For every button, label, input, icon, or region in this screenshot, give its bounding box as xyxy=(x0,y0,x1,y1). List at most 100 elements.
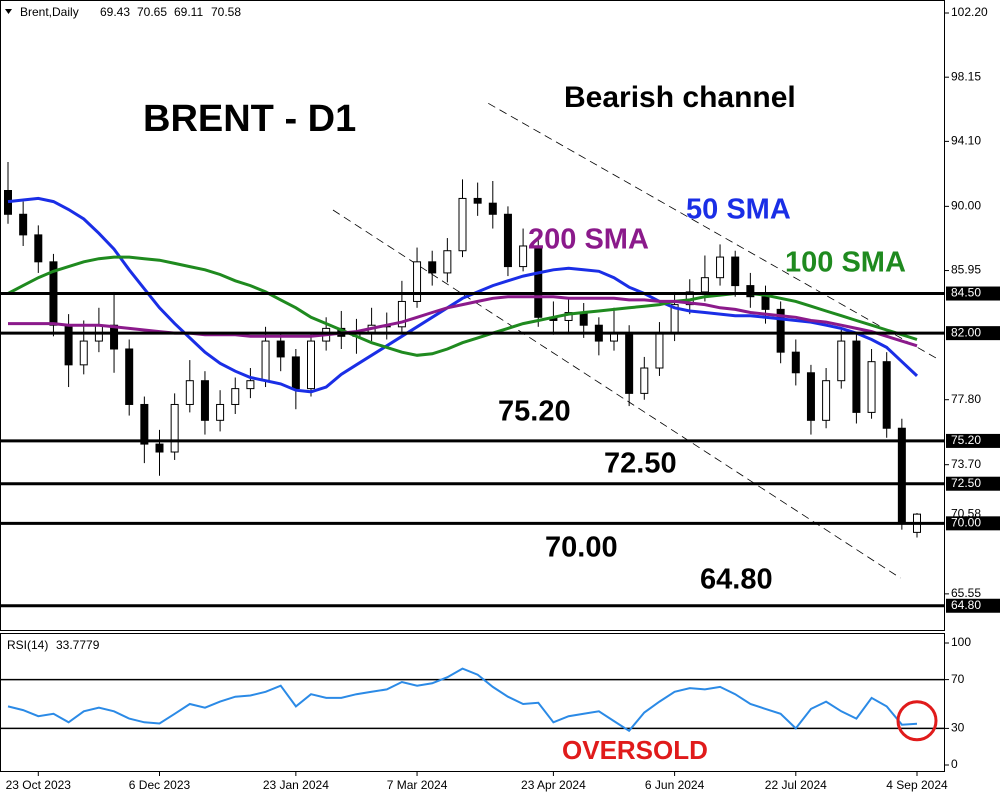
level-tag xyxy=(946,598,1000,613)
candle-body xyxy=(867,361,876,413)
candle-body xyxy=(806,372,815,421)
candle-body xyxy=(852,340,861,413)
sma-line xyxy=(7,196,919,394)
ohlc-close: 70.58 xyxy=(211,5,241,19)
candle-body xyxy=(397,300,406,328)
candle-body xyxy=(458,197,467,252)
candle-body xyxy=(776,308,785,353)
legend-label: 50 SMA xyxy=(686,194,791,226)
chart-title: BRENT - D1 xyxy=(143,98,356,140)
x-tick-label: 7 Mar 2024 xyxy=(387,778,448,792)
y-tick-label: 77.80 xyxy=(951,392,981,406)
rsi-line xyxy=(7,667,918,733)
candle-body xyxy=(140,403,149,445)
level-tag-label: 84.50 xyxy=(951,286,981,300)
candle-body xyxy=(155,443,164,453)
candle-body xyxy=(746,285,755,298)
level-tag-label: 70.00 xyxy=(951,516,981,530)
candle-body xyxy=(503,213,512,268)
candle-body xyxy=(655,332,664,369)
level-tag-label: 72.50 xyxy=(951,476,981,490)
rsi-value: 33.7779 xyxy=(56,638,100,652)
candle-body xyxy=(579,312,588,326)
candle-body xyxy=(246,380,255,390)
level-tag xyxy=(946,516,1000,531)
rsi-tick-label: 0 xyxy=(951,757,958,771)
x-tick-label: 22 Jul 2024 xyxy=(765,778,827,792)
candle-body xyxy=(534,245,543,318)
x-tick-label: 23 Apr 2024 xyxy=(521,778,586,792)
candle-body xyxy=(428,261,437,274)
candle-body xyxy=(261,340,270,382)
candle-body xyxy=(185,380,194,405)
rsi-annotation: OVERSOLD xyxy=(562,735,708,765)
x-tick-label: 23 Oct 2023 xyxy=(6,778,72,792)
x-tick-label: 4 Sep 2024 xyxy=(886,778,948,792)
candle-body xyxy=(716,256,725,279)
symbol: Brent,Daily xyxy=(20,5,79,19)
y-tick-label: 94.10 xyxy=(951,134,981,148)
ohlc-open: 69.43 xyxy=(100,5,130,19)
candle-body xyxy=(79,340,88,366)
channel-line xyxy=(488,102,940,361)
y-tick-label: 90.00 xyxy=(951,199,981,213)
sma-line xyxy=(8,295,918,348)
level-tag xyxy=(946,476,1000,491)
candle-body xyxy=(837,340,846,382)
candle-body xyxy=(882,361,891,429)
x-tick-label: 6 Dec 2023 xyxy=(129,778,191,792)
candle-body xyxy=(64,324,73,366)
level-tag-label: 82.00 xyxy=(951,325,981,339)
rsi-tick-label: 70 xyxy=(951,672,965,686)
candle-body xyxy=(307,340,315,390)
level-tag xyxy=(946,326,1000,341)
y-tick-label: 85.95 xyxy=(951,263,981,277)
candle-body xyxy=(488,202,497,215)
level-annotation: 75.20 xyxy=(498,396,571,428)
x-tick-label: 23 Jan 2024 xyxy=(263,778,329,792)
candle-body xyxy=(625,332,634,394)
header-arrow xyxy=(5,9,12,14)
rsi-tick-label: 100 xyxy=(951,635,971,649)
y-tick-label: 102.20 xyxy=(951,5,988,19)
candle-body xyxy=(700,277,709,293)
candle-body xyxy=(473,197,482,204)
level-tag xyxy=(946,433,1000,448)
level-annotation: 72.50 xyxy=(604,448,677,480)
rsi-tick-label: 30 xyxy=(951,721,965,735)
legend-label: 100 SMA xyxy=(785,247,906,279)
level-tag xyxy=(946,286,1000,301)
candle-body xyxy=(443,250,452,274)
candle-body xyxy=(731,256,740,287)
main-panel xyxy=(0,0,945,631)
rsi-panel xyxy=(0,633,945,772)
candle-body xyxy=(761,296,770,310)
channel-line xyxy=(332,209,901,579)
candle-body xyxy=(110,324,119,350)
candle-body xyxy=(791,351,800,374)
candle-body xyxy=(640,367,649,394)
candle-body xyxy=(19,213,28,236)
candle-body xyxy=(125,348,134,405)
candle-body xyxy=(822,380,831,421)
legend-label: 200 SMA xyxy=(528,224,649,256)
candle-body xyxy=(170,403,179,453)
annotation: Bearish channel xyxy=(564,81,796,114)
candle-body xyxy=(276,340,285,358)
level-tag-label: 64.80 xyxy=(951,598,981,612)
level-tag-label: 75.20 xyxy=(951,433,981,447)
candle-body xyxy=(291,356,300,390)
candle-body xyxy=(519,245,528,268)
candle-body xyxy=(413,261,422,302)
highlight-circle xyxy=(896,700,938,742)
y-tick-label: 98.15 xyxy=(951,69,981,83)
y-tick-label: 73.70 xyxy=(951,457,981,471)
candle-body xyxy=(564,312,573,321)
sma-line xyxy=(7,255,918,357)
x-tick-label: 6 Jun 2024 xyxy=(645,778,705,792)
level-annotation: 64.80 xyxy=(700,564,773,596)
candle-body xyxy=(897,427,906,524)
candle-body xyxy=(200,380,209,421)
level-annotation: 70.00 xyxy=(545,532,618,564)
